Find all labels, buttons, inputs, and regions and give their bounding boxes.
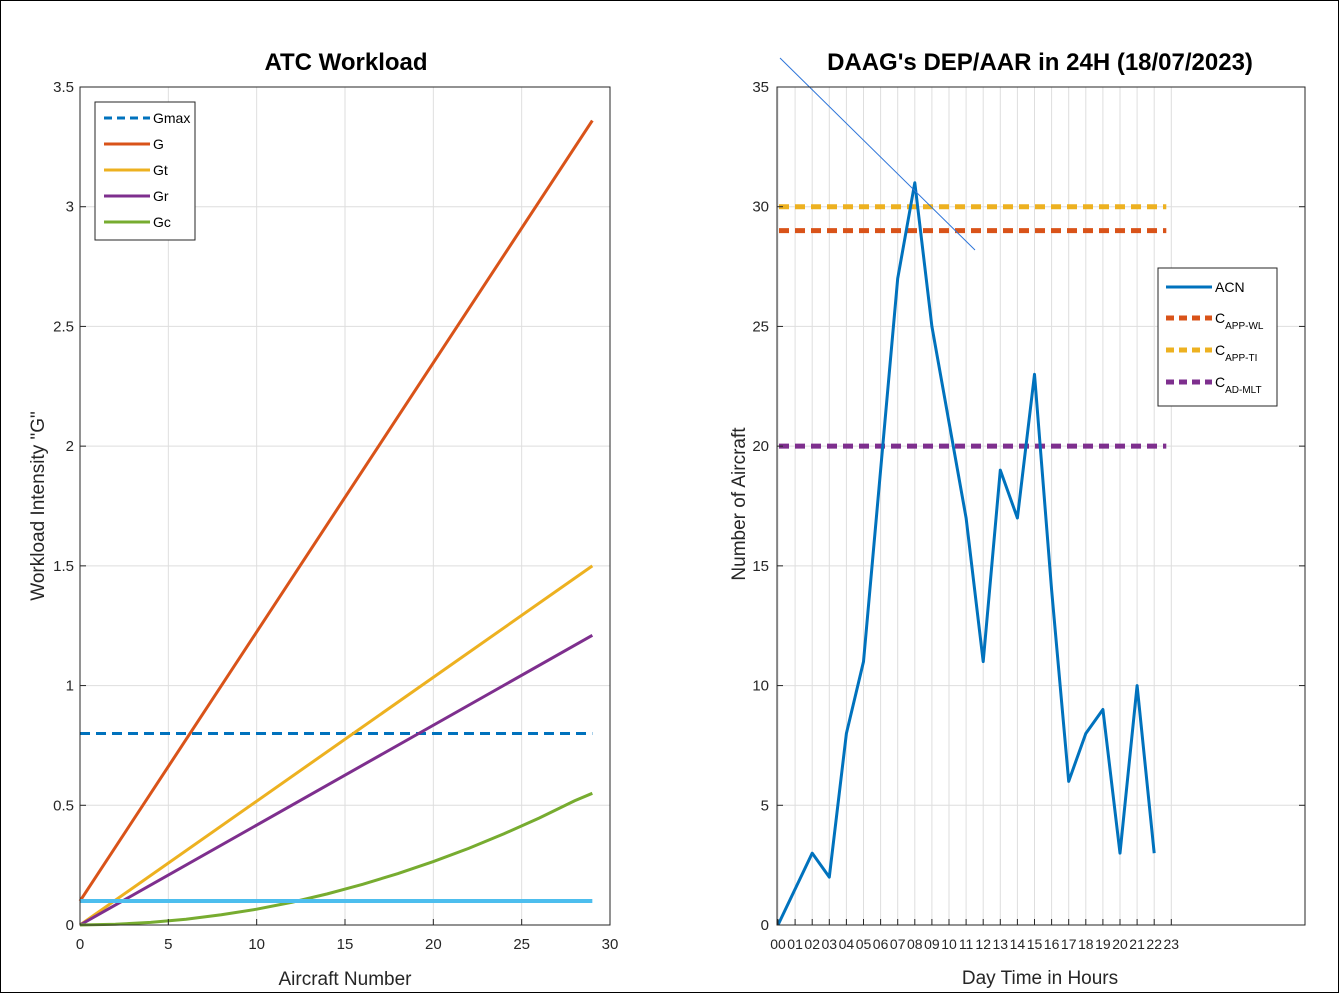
- right-x-tick-label: 01: [787, 936, 803, 952]
- left-ticks: 0 5 10 15 20 25 30 0 0.5 1 1.5 2 2.5 3 3.5: [53, 79, 618, 953]
- right-legend-label-subscript: APP-TI: [1225, 353, 1257, 364]
- right-series: [776, 181, 1167, 926]
- right-y-tick-label: 15: [752, 558, 769, 575]
- right-legend-label-main: C: [1215, 374, 1225, 390]
- left-y-tick-label: 0.5: [53, 797, 74, 814]
- left-x-tick-label: 0: [76, 936, 84, 953]
- right-plot-box: [776, 86, 1306, 926]
- right-x-tick-label: 12: [975, 936, 991, 952]
- left-legend-items: Gmax G Gt Gr Gc: [104, 110, 190, 230]
- right-legend-label: CAPP-TI: [1215, 342, 1257, 364]
- right-x-tick-label: 20: [1112, 936, 1128, 952]
- left-y-axis-label: Workload Intensity "G": [28, 411, 49, 601]
- left-x-tick-label: 20: [425, 936, 442, 953]
- left-chart: ATC Workload 0 5 10 15 20 25 30 0 0.5 1 1.5 2 2.5 3 3.…: [28, 49, 618, 990]
- right-x-tick-label: 10: [941, 936, 957, 952]
- right-legend-label-subscript: APP-WL: [1225, 321, 1264, 332]
- left-series-line-g: [78, 119, 594, 902]
- left-y-tick-label: 3: [66, 199, 74, 216]
- left-legend-label: Gmax: [153, 110, 190, 126]
- right-x-tick-label: 19: [1095, 936, 1111, 952]
- right-legend-label-main: C: [1215, 342, 1225, 358]
- right-legend-label: CAD-MLT: [1215, 374, 1262, 396]
- right-x-tick-label: 00: [770, 936, 786, 952]
- left-x-tick-label: 10: [248, 936, 265, 953]
- right-y-tick-label: 25: [752, 318, 769, 335]
- right-x-tick-label: 18: [1078, 936, 1094, 952]
- left-y-tick-label: 0: [66, 917, 74, 934]
- left-y-tick-label: 1.5: [53, 558, 74, 575]
- right-x-tick-label: 09: [924, 936, 940, 952]
- left-x-tick-label: 30: [602, 936, 619, 953]
- right-y-tick-label: 5: [761, 797, 769, 814]
- right-grid: [777, 86, 1305, 926]
- right-chart-title: DAAG's DEP/AAR in 24H (18/07/2023): [827, 49, 1253, 76]
- right-y-axis-label: Number of Aircraft: [729, 427, 750, 581]
- left-x-tick-label: 5: [164, 936, 172, 953]
- left-x-tick-label: 25: [513, 936, 530, 953]
- left-y-tick-label: 2: [66, 438, 74, 455]
- right-y-tick-label: 35: [752, 79, 769, 96]
- right-x-tick-label: 17: [1061, 936, 1077, 952]
- left-series-line-gr: [79, 633, 594, 927]
- right-x-axis-label: Day Time in Hours: [962, 968, 1118, 989]
- right-y-tick-label: 30: [752, 199, 769, 216]
- left-legend-label: Gc: [153, 214, 171, 230]
- left-legend-label: G: [153, 136, 164, 152]
- right-x-tick-label: 15: [1027, 936, 1043, 952]
- annotation-arrow-line: [779, 57, 976, 251]
- left-y-tick-label: 3.5: [53, 79, 74, 96]
- right-x-tick-label: 07: [890, 936, 906, 952]
- right-legend-label-subscript: AD-MLT: [1225, 385, 1261, 396]
- right-x-tick-label: 02: [804, 936, 820, 952]
- left-series-line-gt: [79, 564, 594, 927]
- right-x-tick-label: 06: [873, 936, 889, 952]
- left-x-tick-label: 15: [337, 936, 354, 953]
- right-legend-box: [1157, 267, 1278, 407]
- right-x-tick-label: 23: [1164, 936, 1180, 952]
- right-x-tick-label: 21: [1129, 936, 1145, 952]
- right-x-tick-label: 04: [839, 936, 855, 952]
- right-x-tick-label: 08: [907, 936, 923, 952]
- right-x-tick-label: 11: [959, 936, 974, 952]
- left-series: [78, 119, 594, 927]
- right-y-tick-label: 10: [752, 678, 769, 695]
- right-y-tick-label: 20: [752, 438, 769, 455]
- right-legend-label: ACN: [1215, 279, 1245, 295]
- left-x-axis-label: Aircraft Number: [278, 969, 412, 990]
- left-y-tick-label: 2.5: [53, 318, 74, 335]
- left-legend-label: Gt: [153, 162, 168, 178]
- right-x-tick-label: 14: [1010, 936, 1026, 952]
- right-x-tick-label: 13: [993, 936, 1009, 952]
- right-legend-label-main: ACN: [1215, 279, 1245, 295]
- right-chart: DAAG's DEP/AAR in 24H (18/07/2023) 00 01 0…: [729, 49, 1306, 989]
- right-legend-label: CAPP-WL: [1215, 310, 1264, 332]
- right-x-tick-label: 16: [1044, 936, 1060, 952]
- left-legend-label: Gr: [153, 188, 169, 204]
- left-legend: Gmax G Gt Gr Gc: [94, 101, 196, 241]
- right-x-tick-label: 03: [822, 936, 838, 952]
- right-y-tick-label: 0: [761, 917, 769, 934]
- right-series-line-acn: [776, 181, 1156, 926]
- right-ticks: 00 01 02 03 04 05 06 07 08 09 10 11 12 13 14 15 16 17 18 19…: [752, 79, 1305, 952]
- left-y-tick-label: 1: [66, 678, 74, 695]
- right-x-tick-label: 05: [856, 936, 872, 952]
- left-series-line-gc: [79, 791, 593, 927]
- left-chart-title: ATC Workload: [264, 49, 427, 76]
- right-x-tick-label: 22: [1146, 936, 1162, 952]
- right-legend-label-main: C: [1215, 310, 1225, 326]
